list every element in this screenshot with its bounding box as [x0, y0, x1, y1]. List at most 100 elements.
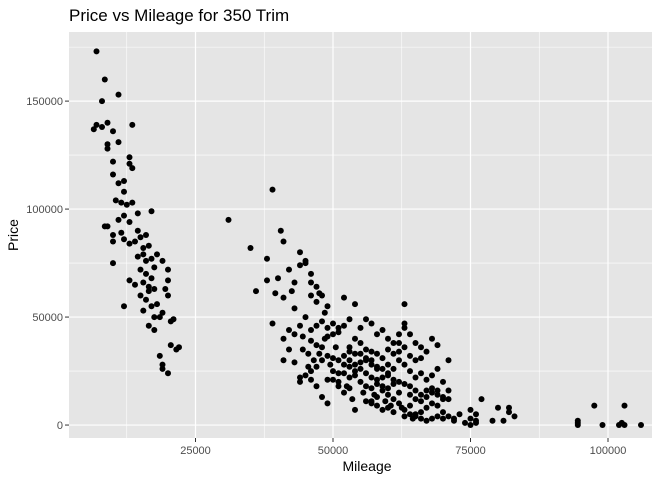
data-points: [90, 48, 644, 428]
data-point: [151, 286, 158, 292]
data-point: [308, 279, 314, 286]
data-point: [349, 396, 356, 403]
data-point: [429, 415, 435, 422]
data-point: [137, 234, 144, 241]
data-point: [352, 335, 358, 342]
data-point: [110, 232, 116, 238]
data-point: [473, 419, 479, 426]
data-point: [467, 422, 474, 428]
data-point: [418, 415, 424, 422]
data-point: [165, 370, 171, 377]
data-point: [506, 404, 512, 411]
data-point: [308, 337, 314, 344]
data-point: [145, 242, 152, 249]
data-point: [330, 331, 336, 338]
data-point: [390, 409, 397, 416]
data-point: [288, 288, 295, 295]
data-point: [101, 223, 108, 230]
data-point: [264, 255, 270, 262]
data-point: [357, 365, 364, 372]
data-point: [286, 266, 292, 273]
data-point: [621, 402, 628, 409]
data-point: [363, 355, 369, 362]
data-point: [134, 227, 141, 234]
data-point: [379, 374, 386, 381]
data-point: [357, 359, 364, 366]
data-point: [352, 406, 358, 413]
data-point: [327, 361, 334, 368]
data-point: [429, 372, 435, 379]
data-point: [407, 411, 413, 418]
data-point: [253, 288, 259, 295]
data-point: [145, 322, 152, 329]
data-point: [313, 342, 320, 349]
data-point: [330, 376, 336, 383]
data-point: [335, 383, 342, 390]
data-point: [467, 415, 474, 422]
data-point: [489, 417, 496, 424]
data-point: [352, 361, 358, 368]
data-point: [280, 335, 287, 342]
data-point: [143, 232, 149, 238]
data-point: [316, 290, 323, 297]
data-point: [93, 48, 100, 55]
data-point: [247, 245, 254, 251]
data-point: [319, 344, 325, 351]
data-point: [341, 294, 347, 301]
data-point: [352, 301, 358, 308]
data-point: [440, 378, 446, 385]
data-point: [104, 141, 111, 148]
data-point: [308, 270, 314, 277]
data-point: [291, 305, 298, 312]
x-tick-label: 100000: [590, 445, 627, 457]
data-point: [445, 396, 452, 403]
y-tick-label: 50000: [32, 312, 63, 324]
data-point: [379, 355, 386, 362]
data-point: [396, 348, 402, 355]
data-point: [145, 283, 152, 290]
data-point: [302, 257, 309, 264]
data-point: [335, 324, 342, 331]
data-point: [346, 374, 353, 381]
data-point: [104, 119, 111, 126]
data-point: [462, 419, 468, 426]
data-point: [264, 277, 270, 284]
data-point: [313, 363, 320, 370]
data-point: [418, 391, 424, 398]
data-point: [297, 322, 303, 329]
data-point: [159, 257, 166, 264]
data-point: [434, 342, 441, 349]
data-point: [374, 381, 380, 387]
data-point: [308, 292, 314, 299]
data-point: [165, 292, 171, 299]
data-point: [379, 365, 386, 372]
data-point: [140, 245, 147, 251]
data-point: [385, 335, 391, 342]
data-point: [401, 413, 408, 420]
data-point: [297, 249, 303, 256]
data-point: [343, 383, 350, 390]
data-point: [500, 417, 507, 424]
data-point: [412, 340, 419, 346]
data-point: [412, 357, 419, 364]
data-point: [396, 340, 402, 346]
data-point: [434, 387, 441, 394]
data-point: [123, 201, 130, 208]
data-point: [335, 357, 342, 364]
data-point: [407, 368, 413, 375]
data-point: [418, 398, 424, 405]
data-point: [280, 294, 287, 301]
data-point: [291, 279, 298, 286]
data-point: [401, 301, 408, 308]
data-point: [456, 411, 463, 418]
data-point: [310, 357, 317, 364]
data-point: [156, 352, 163, 359]
data-point: [363, 398, 369, 405]
x-axis-ticks: 25000 50000 75000 100000: [180, 438, 626, 457]
data-point: [299, 346, 306, 353]
data-point: [118, 229, 125, 236]
data-point: [396, 357, 402, 364]
data-point: [599, 422, 606, 428]
data-point: [115, 216, 122, 223]
